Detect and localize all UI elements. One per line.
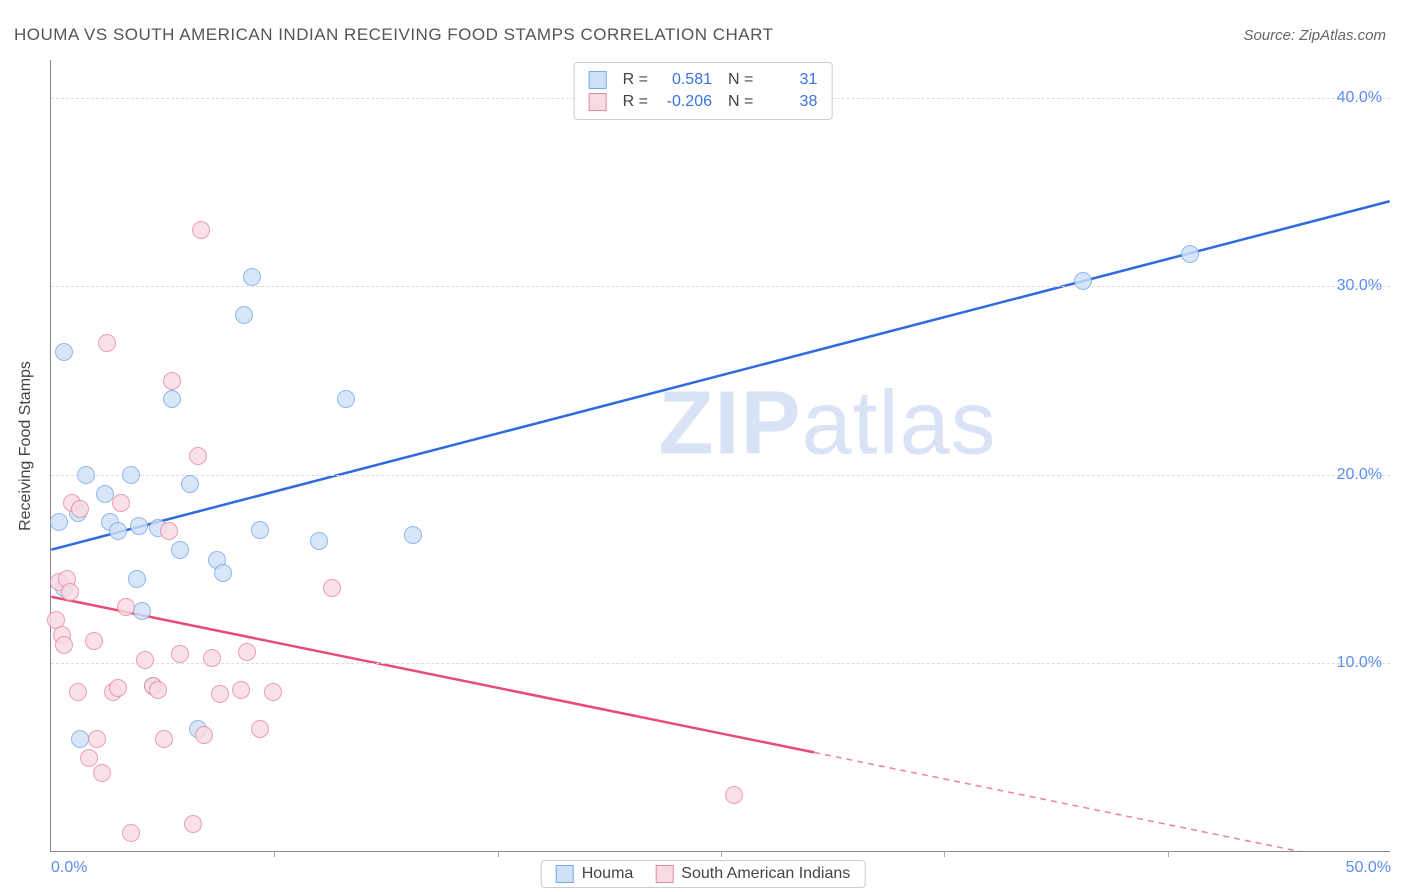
data-point xyxy=(71,500,89,518)
data-point xyxy=(96,485,114,503)
gridline xyxy=(51,286,1390,287)
legend-stats-row: R = 0.581 N = 31 xyxy=(589,69,818,91)
x-tick-mark xyxy=(944,851,945,857)
chart-title: HOUMA VS SOUTH AMERICAN INDIAN RECEIVING… xyxy=(14,25,773,45)
legend-item: South American Indians xyxy=(655,865,850,883)
data-point xyxy=(181,475,199,493)
data-point xyxy=(133,602,151,620)
data-point xyxy=(725,786,743,804)
legend-swatch xyxy=(589,71,607,89)
watermark: ZIPatlas xyxy=(659,372,997,475)
legend-stats-box: R = 0.581 N = 31 R = -0.206 N = 38 xyxy=(574,62,833,120)
stat-r-value: 0.581 xyxy=(662,71,712,89)
stat-n-value: 31 xyxy=(767,71,817,89)
x-tick-label: 50.0% xyxy=(1346,859,1391,877)
x-tick-mark xyxy=(1168,851,1169,857)
x-tick-label: 0.0% xyxy=(51,859,87,877)
data-point xyxy=(136,651,154,669)
data-point xyxy=(235,306,253,324)
data-point xyxy=(122,824,140,842)
data-point xyxy=(337,390,355,408)
data-point xyxy=(203,649,221,667)
data-point xyxy=(128,570,146,588)
data-point xyxy=(1181,245,1199,263)
legend-item: Houma xyxy=(556,865,634,883)
data-point xyxy=(214,564,232,582)
data-point xyxy=(211,685,229,703)
data-point xyxy=(61,583,79,601)
data-point xyxy=(160,522,178,540)
data-point xyxy=(171,541,189,559)
legend-label: South American Indians xyxy=(681,865,850,883)
data-point xyxy=(264,683,282,701)
legend-stats-row: R = -0.206 N = 38 xyxy=(589,91,818,113)
data-point xyxy=(243,268,261,286)
data-point xyxy=(122,466,140,484)
data-point xyxy=(155,730,173,748)
data-point xyxy=(323,579,341,597)
gridline xyxy=(51,475,1390,476)
data-point xyxy=(195,726,213,744)
y-tick-label: 40.0% xyxy=(1337,89,1382,107)
x-tick-mark xyxy=(498,851,499,857)
source-label: Source: ZipAtlas.com xyxy=(1243,27,1386,44)
data-point xyxy=(80,749,98,767)
gridline xyxy=(51,663,1390,664)
data-point xyxy=(163,390,181,408)
data-point xyxy=(232,681,250,699)
data-point xyxy=(50,513,68,531)
data-point xyxy=(88,730,106,748)
data-point xyxy=(171,645,189,663)
y-tick-label: 20.0% xyxy=(1337,466,1382,484)
data-point xyxy=(251,521,269,539)
data-point xyxy=(117,598,135,616)
data-point xyxy=(93,764,111,782)
data-point xyxy=(404,526,422,544)
chart-container: HOUMA VS SOUTH AMERICAN INDIAN RECEIVING… xyxy=(0,0,1406,892)
data-point xyxy=(85,632,103,650)
stat-n-label: N = xyxy=(728,71,753,89)
data-point xyxy=(149,681,167,699)
data-point xyxy=(109,679,127,697)
data-point xyxy=(163,372,181,390)
data-point xyxy=(109,522,127,540)
data-point xyxy=(112,494,130,512)
plot-area: ZIPatlas 10.0%20.0%30.0%40.0%0.0%50.0% xyxy=(50,60,1390,852)
data-point xyxy=(238,643,256,661)
stat-r-label: R = xyxy=(623,93,648,111)
stat-r-value: -0.206 xyxy=(662,93,712,111)
y-axis-label: Receiving Food Stamps xyxy=(17,361,35,531)
data-point xyxy=(55,636,73,654)
stat-n-label: N = xyxy=(728,93,753,111)
data-point xyxy=(98,334,116,352)
data-point xyxy=(130,517,148,535)
data-point xyxy=(1074,272,1092,290)
data-point xyxy=(184,815,202,833)
stat-n-value: 38 xyxy=(767,93,817,111)
legend-label: Houma xyxy=(582,865,634,883)
legend-swatch xyxy=(589,93,607,111)
legend-bottom-box: Houma South American Indians xyxy=(541,860,866,888)
data-point xyxy=(310,532,328,550)
data-point xyxy=(55,343,73,361)
x-tick-mark xyxy=(274,851,275,857)
data-point xyxy=(69,683,87,701)
legend-swatch xyxy=(556,865,574,883)
data-point xyxy=(251,720,269,738)
data-point xyxy=(192,221,210,239)
data-point xyxy=(189,447,207,465)
x-tick-mark xyxy=(721,851,722,857)
stat-r-label: R = xyxy=(623,71,648,89)
y-tick-label: 10.0% xyxy=(1337,654,1382,672)
data-point xyxy=(77,466,95,484)
y-tick-label: 30.0% xyxy=(1337,277,1382,295)
legend-swatch xyxy=(655,865,673,883)
